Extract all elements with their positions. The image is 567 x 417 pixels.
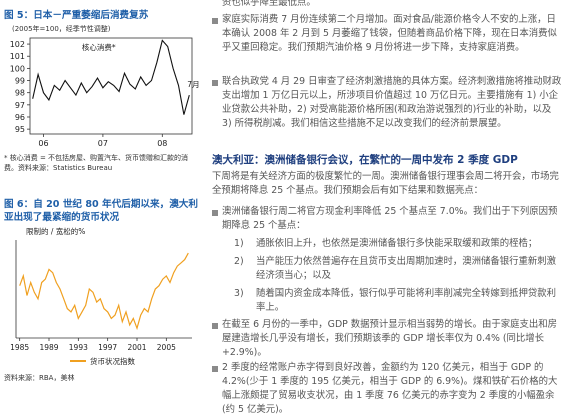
paragraph: 下周将是有关经济方面的极度繁忙的一周。澳洲储备银行理事会周二将开会，市场完全预期…: [212, 171, 559, 196]
list-marker: 2): [234, 256, 244, 267]
bullet-text: 家庭实际消费 7 月份连续第二个月增加。面对食品/能源价格令人不安的上涨，日本确…: [222, 14, 557, 53]
plot-frame: [29, 37, 193, 135]
annotation: 7月: [187, 80, 199, 89]
x-tick-label: 2005: [157, 343, 176, 352]
list-marker: 1): [234, 238, 244, 249]
figure-source: 资料来源：RBA，美林: [4, 374, 75, 382]
figure-title: 图 5：日本－严重萎缩后消费复苏: [4, 10, 149, 21]
y-tick-label: 95: [15, 125, 25, 134]
bullet-text: 2 季度的经常账户赤字得到良好改善，金额约为 120 亿美元，相当于 GDP 的…: [222, 362, 558, 415]
x-tick-label: 1997: [98, 343, 117, 352]
bullet-text: 在截至 6 月份的一季中，GDP 数据预计显示相当弱势的增长。由于家庭支出和房屋…: [222, 319, 558, 358]
x-tick-label: 1989: [39, 343, 58, 352]
series-label: 核心消费*: [82, 42, 116, 52]
bullet-icon: [212, 366, 218, 372]
list-marker: 3): [234, 288, 244, 299]
data-line: [32, 39, 190, 115]
chart: 限制的 / 宽松的% 1985 1989 1993 1997 2001 2005 货币状况指数: [10, 226, 192, 366]
x-tick-label: 08: [157, 139, 167, 148]
y-axis-label: 限制的 / 宽松的%: [26, 226, 85, 236]
x-tick-label: 1993: [69, 343, 88, 352]
bullet-text: 澳洲储备银行周二将官方现金利率降低 25 个基点至 7.0%。我们出于下列原因预…: [222, 206, 558, 231]
bullet-icon: [212, 18, 218, 24]
y-tick-label: 98: [15, 89, 25, 98]
figure-title: 图 6：自 20 世纪 80 年代后期以来，澳大利亚出现了最紧缩的货币状况: [4, 199, 198, 223]
list-text: 通胀依旧上升，也依然是澳洲储备银行多快能采取缓和政策的桎梏；: [256, 238, 538, 249]
list-text: 当产能压力依然普遍存在且货币支出周期加速时，澳洲储备银行重新刺激经济须当心；以及: [256, 256, 557, 281]
x-tick-label: 07: [98, 139, 108, 148]
y-tick-label: 100: [10, 64, 25, 73]
paragraph: 资也似乎降至最低点。: [222, 0, 316, 8]
x-tick-label: 06: [38, 139, 48, 148]
x-tick-label: 2001: [127, 343, 146, 352]
y-tick-label: 101: [10, 52, 25, 61]
bullet-text: 联合执政党 4 月 29 日审查了经济刺激措施的具体方案。经济刺激措施将推动财政…: [222, 76, 562, 129]
y-tick-label: 97: [15, 101, 25, 110]
y-tick-label: 96: [15, 113, 25, 122]
list-text: 随着国内资金成本降低，银行似乎可能将利率削减完全转嫁到抵押贷款利率上。: [256, 288, 557, 313]
data-line: [19, 252, 189, 331]
figure-subtitle: (2005年=100，经季节性调整): [12, 25, 111, 33]
legend-label: 货币状况指数: [90, 356, 135, 366]
figure-note: * 核心消费 = 不包括房屋、购置汽车、货币馈赠和汇款的消费。资料来源：Stat…: [4, 154, 189, 172]
x-tick-label: 1985: [10, 343, 29, 352]
bullet-icon: [212, 80, 218, 86]
bullet-icon: [212, 210, 218, 216]
section-heading: 澳大利亚：澳洲储备银行会议，在繁忙的一周中发布 2 季度 GDP: [212, 154, 518, 166]
chart: 95 96 97 98 99 100 101 102 06 07 08 核心消费* 7月: [10, 37, 200, 148]
y-tick-label: 102: [10, 40, 25, 49]
y-tick-label: 99: [15, 77, 25, 86]
bullet-icon: [212, 323, 218, 329]
